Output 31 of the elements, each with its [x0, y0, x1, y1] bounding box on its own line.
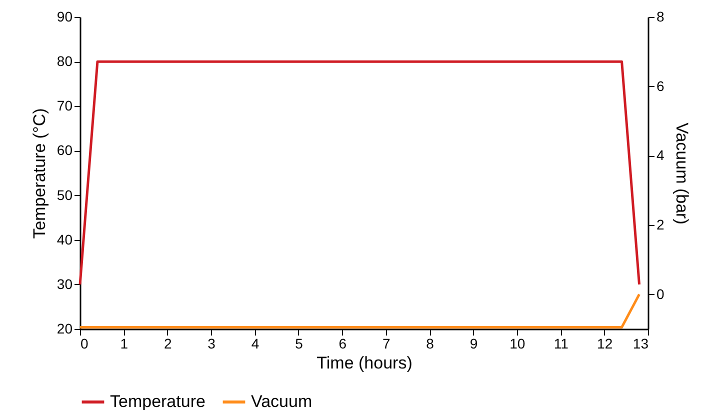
x-tick-label: 5	[295, 336, 304, 352]
x-tick-label: 11	[554, 336, 569, 352]
y-tick-label: 30	[56, 276, 73, 292]
y-tick-label: 20	[56, 320, 73, 336]
y2-axis-title: Vacuum (bar)	[672, 122, 692, 224]
x-tick-label: 12	[597, 336, 613, 352]
x-tick-label: 1	[120, 336, 128, 352]
x-tick-label: 3	[208, 336, 216, 352]
y-tick-label: 60	[56, 142, 73, 158]
x-tick-label: 0	[80, 336, 88, 352]
y-tick-label: 80	[56, 53, 73, 70]
x-tick-label: 13	[632, 336, 649, 352]
y2-tick-label: 8	[656, 8, 664, 24]
y-axis-title: Temperature (°C)	[30, 108, 49, 239]
y2-tick-label: 2	[656, 216, 664, 232]
x-tick-label: 4	[251, 336, 260, 352]
y2-tick-label: 6	[656, 78, 664, 94]
x-axis-title: Time (hours)	[316, 354, 412, 372]
y-tick-label: 90	[56, 8, 73, 24]
legend-label: Vacuum	[251, 392, 312, 411]
y-tick-label: 70	[56, 98, 73, 114]
x-tick-label: 9	[470, 336, 478, 352]
x-tick-label: 7	[382, 336, 390, 352]
y2-tick-label: 4	[656, 147, 664, 164]
x-tick-label: 2	[164, 336, 172, 352]
y2-tick-label: 0	[656, 286, 664, 302]
x-tick-label: 6	[338, 336, 347, 352]
x-tick-label: 8	[426, 336, 434, 352]
x-tick-label: 10	[510, 336, 526, 352]
y-tick-label: 40	[56, 231, 73, 248]
y-tick-label: 50	[56, 186, 73, 203]
